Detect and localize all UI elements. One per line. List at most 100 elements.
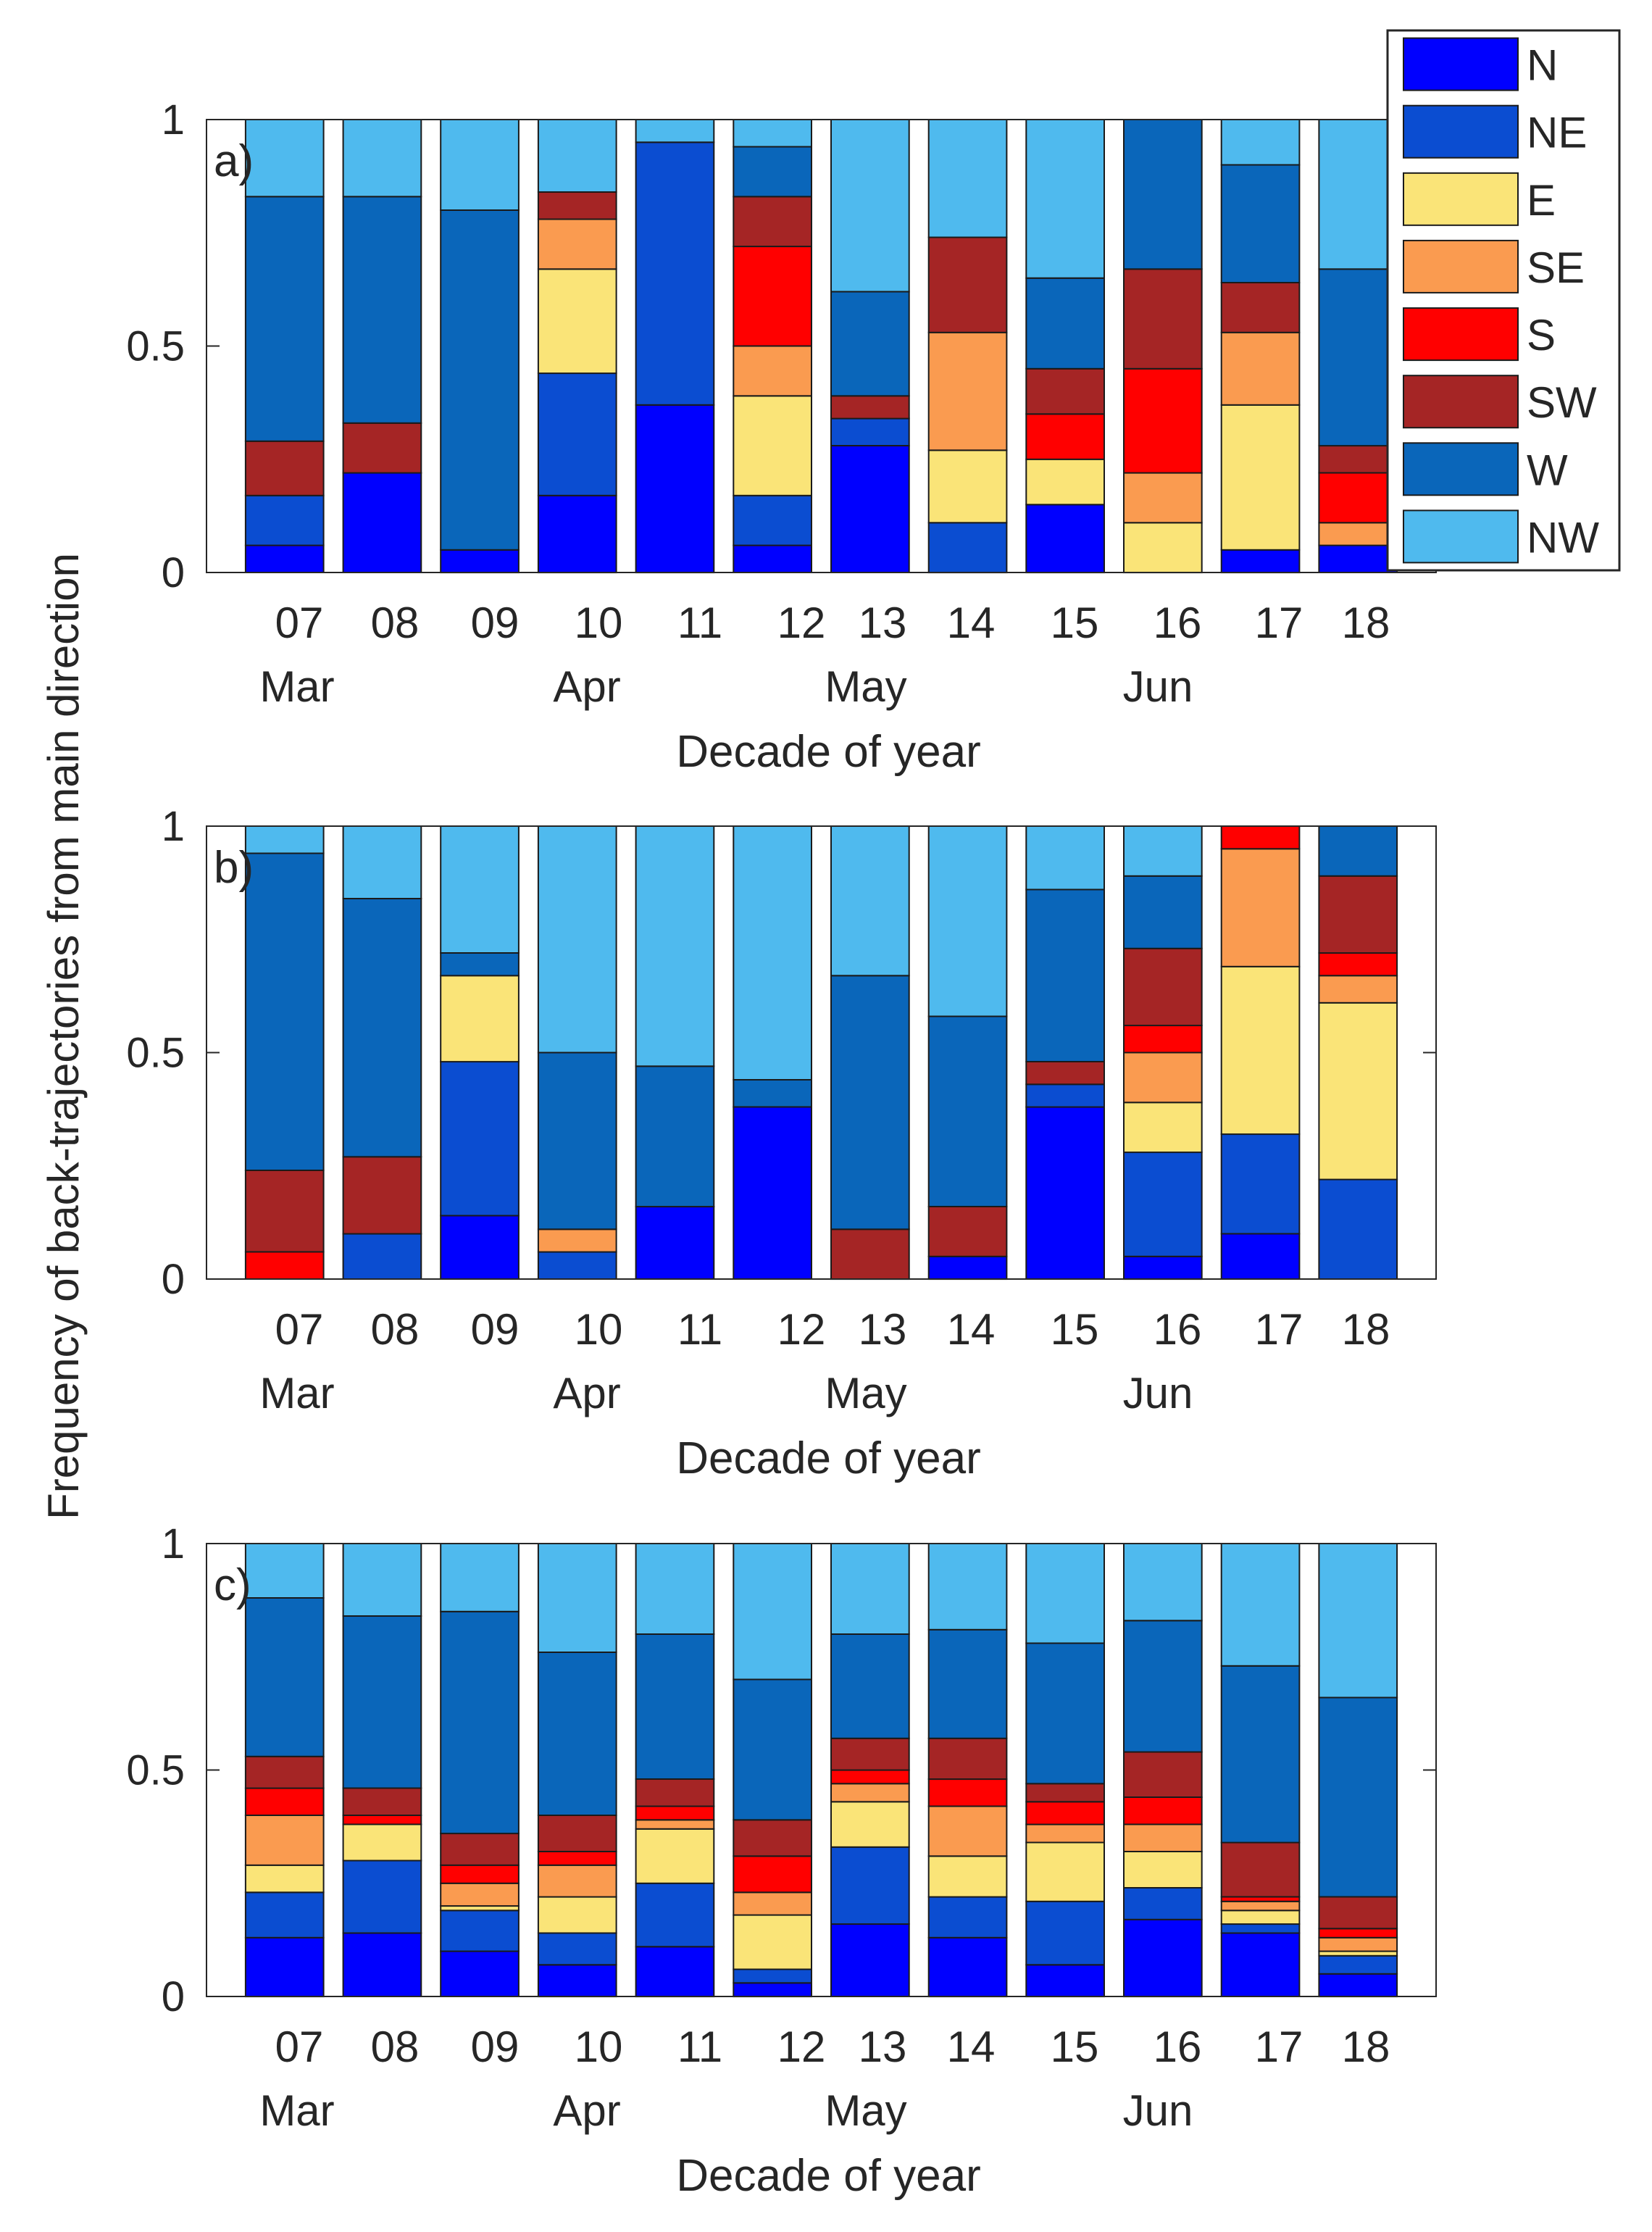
month-label: May — [825, 1369, 906, 1417]
bar-segment-w — [1123, 875, 1203, 949]
bar-segment-nw — [830, 825, 910, 977]
bar-segment-s — [1123, 1025, 1203, 1054]
y-tick-label: 0 — [162, 1973, 185, 2020]
bar-segment-w — [342, 898, 422, 1158]
bar-segment-sw — [1318, 1896, 1398, 1930]
bar-segment-sw — [342, 422, 422, 474]
bar-segment-e — [537, 268, 617, 375]
bar-segment-nw — [1025, 119, 1106, 279]
bar-segment-e — [927, 449, 1008, 524]
legend-swatch-ne — [1403, 104, 1519, 159]
bar-segment-sw — [440, 1833, 520, 1866]
bar-segment-sw — [342, 1156, 422, 1235]
bar-segment-ne — [1318, 1954, 1398, 1975]
bar-segment-sw — [1220, 1841, 1301, 1898]
bar-segment-nw — [635, 825, 715, 1067]
month-label: Jun — [1123, 662, 1193, 711]
bar-segment-n — [1123, 1918, 1203, 1998]
y-tick-label: 0.5 — [126, 1030, 185, 1077]
x-tick-label: 09 — [471, 2023, 520, 2071]
month-label: May — [825, 2086, 906, 2135]
bar-segment-w — [1025, 277, 1106, 370]
bar-segment-w — [733, 1079, 812, 1108]
month-label: Apr — [553, 1369, 620, 1417]
month-label: Jun — [1123, 2086, 1193, 2135]
legend-label-se: SE — [1527, 243, 1585, 292]
bar-segment-w — [440, 209, 520, 551]
bar-segment-n — [1025, 504, 1106, 574]
bar-segment-nw — [244, 1543, 325, 1599]
y-tick-label: 0.5 — [126, 323, 185, 370]
bar-segment-s — [1123, 1796, 1203, 1825]
bar-segment-sw — [1220, 282, 1301, 333]
legend-label-sw: SW — [1527, 378, 1597, 427]
x-tick-label: 14 — [947, 1305, 996, 1354]
bar-segment-w — [927, 1628, 1008, 1739]
bar-segment-nw — [1318, 119, 1398, 270]
month-label: Mar — [259, 1369, 334, 1417]
x-tick-label: 13 — [859, 599, 907, 647]
bar-segment-nw — [635, 119, 715, 143]
bar-segment-n — [1220, 1932, 1301, 1997]
bar-segment-nw — [244, 825, 325, 854]
bar-segment-sw — [733, 1819, 812, 1857]
bar-segment-n — [635, 1206, 715, 1280]
bar-segment-w — [244, 852, 325, 1171]
bar-segment-ne — [537, 1251, 617, 1280]
bar-segment-nw — [342, 119, 422, 198]
bar-segment-n — [1220, 1233, 1301, 1280]
bar-segment-ne — [830, 417, 910, 446]
bar-segment-sw — [1025, 1061, 1106, 1086]
bar-segment-ne — [1025, 1900, 1106, 1966]
x-tick-label: 10 — [575, 599, 623, 647]
legend-swatch-se — [1403, 239, 1519, 293]
x-axis-label: Decade of year — [676, 1433, 980, 1483]
month-label: Jun — [1123, 1369, 1193, 1417]
bar-segment-w — [1220, 1665, 1301, 1844]
x-tick-label: 11 — [677, 599, 722, 647]
bar-segment-se — [1123, 1052, 1203, 1104]
bar-segment-n — [1025, 1964, 1106, 1998]
bar-segment-s — [927, 1778, 1008, 1807]
legend-label-nw: NW — [1527, 513, 1599, 562]
bar-segment-e — [1220, 404, 1301, 551]
bar-segment-sw — [1123, 1751, 1203, 1798]
bar-segment-sw — [830, 1228, 910, 1281]
legend-label-e: E — [1527, 176, 1556, 225]
bar-segment-e — [1025, 458, 1106, 506]
bar-segment-w — [342, 1615, 422, 1789]
legend-swatch-sw — [1403, 375, 1519, 429]
bar-segment-ne — [733, 1968, 812, 1984]
bar-segment-ne — [1025, 1083, 1106, 1108]
legend-label-ne: NE — [1527, 109, 1587, 157]
x-tick-label: 09 — [471, 1305, 520, 1354]
x-tick-label: 09 — [471, 599, 520, 647]
bar-segment-nw — [1220, 119, 1301, 166]
bar-segment-ne — [342, 1233, 422, 1280]
bar-segment-sw — [537, 1815, 617, 1852]
y-tick-label: 1 — [162, 803, 185, 850]
bar-segment-nw — [830, 1543, 910, 1635]
bar-segment-sw — [1025, 1783, 1106, 1803]
legend-swatch-s — [1403, 307, 1519, 362]
bar-segment-s — [1318, 1928, 1398, 1939]
bar-segment-w — [830, 1633, 910, 1739]
bar-segment-sw — [244, 440, 325, 496]
bar-segment-sw — [1318, 875, 1398, 954]
bar-segment-s — [440, 1864, 520, 1884]
bar-segment-ne — [244, 494, 325, 546]
bar-segment-n — [635, 404, 715, 574]
bar-segment-e — [1318, 1002, 1398, 1180]
bar-segment-e — [1123, 1851, 1203, 1889]
bar-segment-w — [635, 1633, 715, 1780]
bar-segment-e — [1220, 965, 1301, 1136]
bar-segment-ne — [927, 522, 1008, 574]
bar-segment-nw — [733, 1543, 812, 1681]
bar-segment-w — [1318, 1696, 1398, 1898]
bar-segment-ne — [635, 141, 715, 406]
y-tick-label: 0 — [162, 549, 185, 596]
x-tick-label: 18 — [1342, 2023, 1390, 2071]
bar-segment-ne — [440, 1061, 520, 1217]
x-tick-label: 07 — [275, 2023, 324, 2071]
bar-segment-s — [1318, 472, 1398, 524]
